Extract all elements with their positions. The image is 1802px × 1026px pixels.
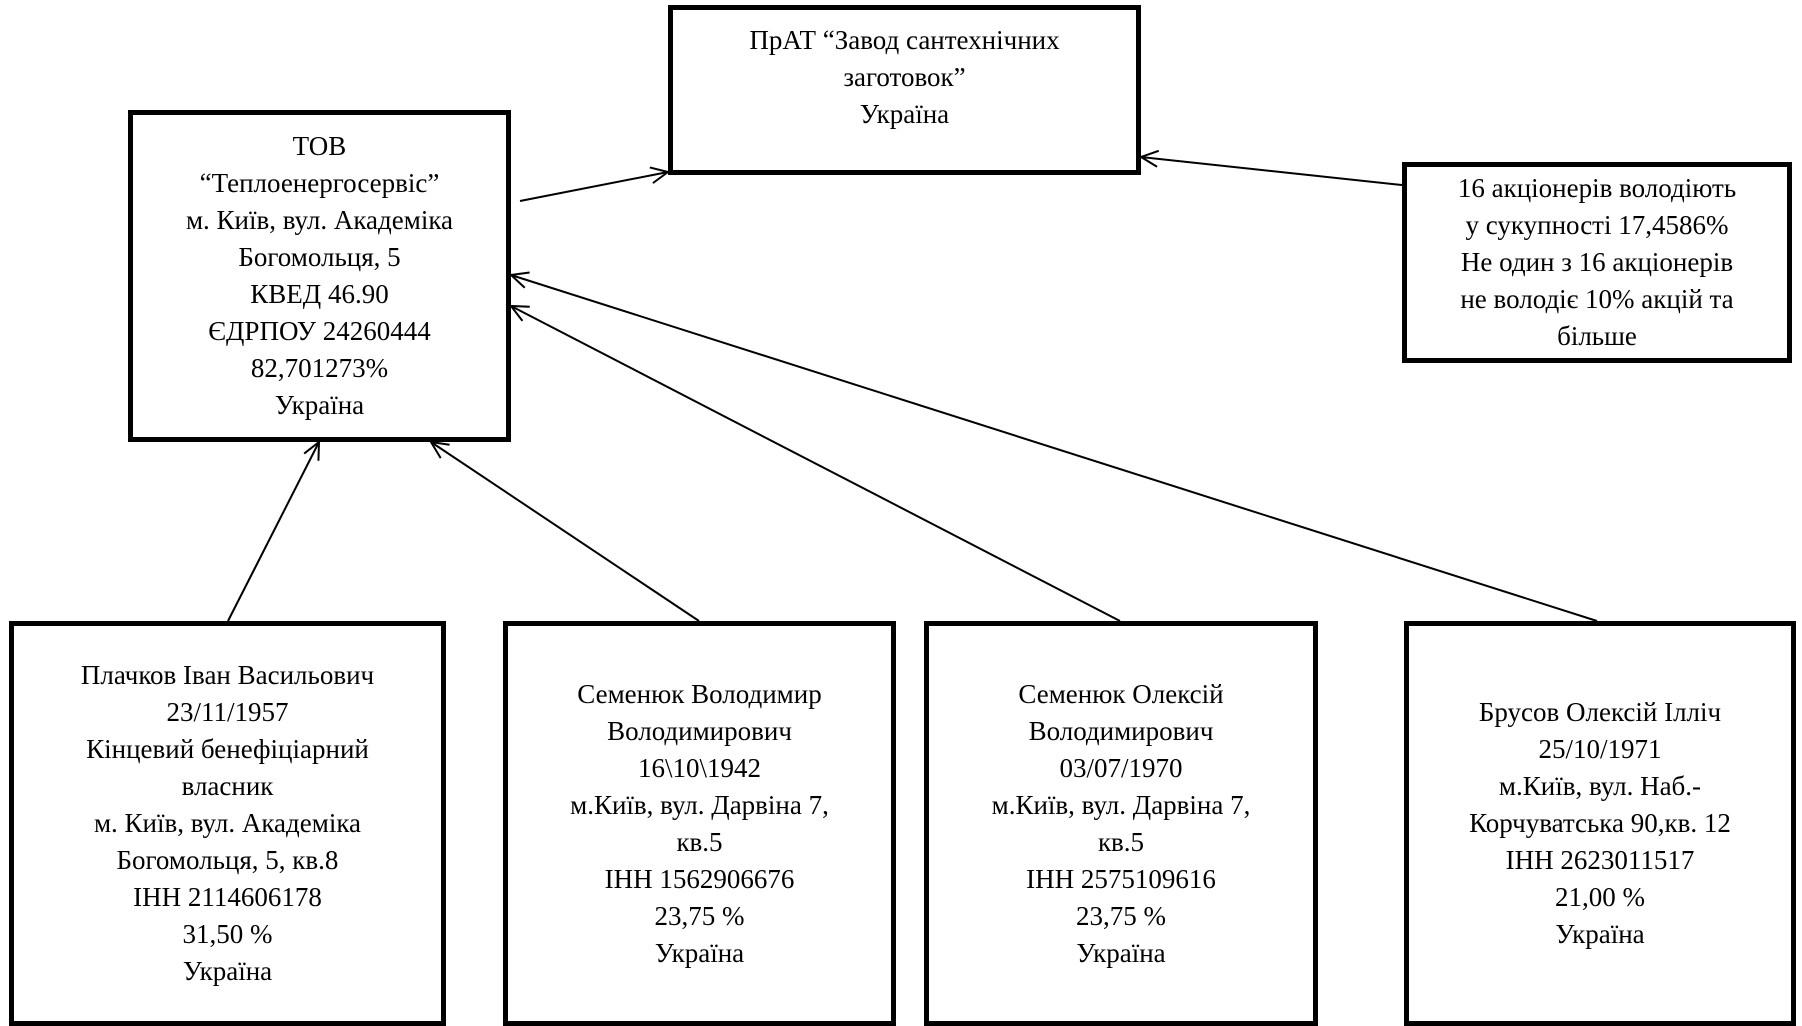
owner-beneficiary-line-1: Кінцевий бенефіціарний: [86, 734, 369, 764]
arrow-tov-to-target: [519, 172, 668, 202]
tov-country: Україна: [274, 390, 365, 420]
arrow-minority-to-target: [1141, 157, 1403, 186]
minority-shareholders-box: 16 акціонерів володіють у сукупності 17,…: [1402, 162, 1792, 363]
owner-share: 21,00 %: [1554, 882, 1645, 912]
target-company-name-line-2: заготовок”: [843, 61, 966, 92]
owner-share: 23,75 %: [1076, 900, 1166, 931]
owner-share: 23,75 %: [654, 900, 745, 931]
tov-edrpou: ЄДРПОУ 24260444: [208, 316, 431, 346]
arrow-p3-to-tov: [511, 306, 1121, 622]
minority-line-5: більше: [1557, 321, 1637, 351]
target-company-country: Україна: [859, 98, 950, 129]
owner-name: Плачков Іван Васильович: [80, 660, 375, 690]
tov-legal-form: ТОВ: [292, 131, 347, 161]
owner-box-semeniuk-volodymyr: Семенюк Володимир Володимирович 16\10\19…: [503, 621, 896, 1026]
target-company-box: ПрАТ “Завод сантехнічних заготовок” Укра…: [668, 5, 1141, 175]
owner-box-brusov: Брусов Олексій Ілліч 25/10/1971 м.Київ, …: [1404, 621, 1796, 1026]
owner-address-line-2: Богомольця, 5, кв.8: [116, 845, 339, 875]
owner-name-line-1: Семенюк Володимир: [577, 678, 822, 709]
owner-birth-date: 23/11/1957: [166, 697, 289, 727]
owner-address-line-1: м.Київ, вул. Наб.-: [1498, 771, 1702, 801]
minority-line-2: у сукупності 17,4586%: [1465, 210, 1729, 240]
arrow-p2-to-tov: [431, 442, 700, 622]
target-company-name-line-1: ПрАТ “Завод сантехнічних: [749, 24, 1060, 55]
owner-address-line-1: м. Київ, вул. Академіка: [93, 808, 362, 838]
minority-line-1: 16 акціонерів володіють: [1457, 173, 1737, 203]
owner-country: Україна: [1555, 919, 1645, 949]
minority-line-4: не володіє 10% акцій та: [1460, 284, 1734, 314]
owner-box-plachkov: Плачков Іван Васильович 23/11/1957 Кінце…: [9, 621, 446, 1026]
owner-birth-date: 25/10/1971: [1538, 734, 1662, 764]
owner-tax-id: ІНН 1562906676: [604, 863, 795, 894]
owner-country: Україна: [654, 937, 745, 968]
owner-address-line-2: кв.5: [1097, 826, 1145, 857]
owner-share: 31,50 %: [182, 919, 273, 949]
owner-country: Україна: [1076, 937, 1166, 968]
tov-kved: КВЕД 46.90: [250, 279, 389, 309]
owner-address-line-1: м.Київ, вул. Дарвіна 7,: [570, 789, 829, 820]
arrow-p1-to-tov: [227, 442, 319, 622]
owner-address-line-1: м.Київ, вул. Дарвіна 7,: [991, 789, 1251, 820]
owner-tax-id: ІНН 2575109616: [1026, 863, 1216, 894]
owner-beneficiary-line-2: власник: [181, 771, 274, 801]
owner-country: Україна: [182, 956, 273, 986]
tov-share: 82,701273%: [250, 353, 389, 383]
owner-birth-date: 03/07/1970: [1059, 752, 1183, 783]
tov-name: “Теплоенергосервіс”: [199, 168, 440, 198]
owner-tax-id: ІНН 2114606178: [133, 882, 322, 912]
minority-line-3: Не один з 16 акціонерів: [1460, 247, 1734, 277]
tov-address-line-2: Богомольця, 5: [238, 242, 401, 272]
owner-address-line-2: Корчуватська 90,кв. 12: [1469, 808, 1731, 838]
owner-box-semeniuk-oleksii: Семенюк Олексій Володимирович 03/07/1970…: [924, 621, 1318, 1026]
owner-name-line-1: Семенюк Олексій: [1018, 678, 1224, 709]
arrow-p4-to-tov: [511, 275, 1598, 622]
owner-name: Брусов Олексій Ілліч: [1478, 697, 1722, 727]
tov-teploenergoservis-box: ТОВ “Теплоенергосервіс” м. Київ, вул. Ак…: [128, 110, 511, 442]
tov-address-line-1: м. Київ, вул. Академіка: [185, 205, 454, 235]
owner-birth-date: 16\10\1942: [637, 752, 761, 783]
owner-tax-id: ІНН 2623011517: [1505, 845, 1695, 875]
owner-address-line-2: кв.5: [676, 826, 723, 857]
owner-name-line-2: Володимирович: [1028, 715, 1214, 746]
owner-name-line-2: Володимирович: [607, 715, 792, 746]
